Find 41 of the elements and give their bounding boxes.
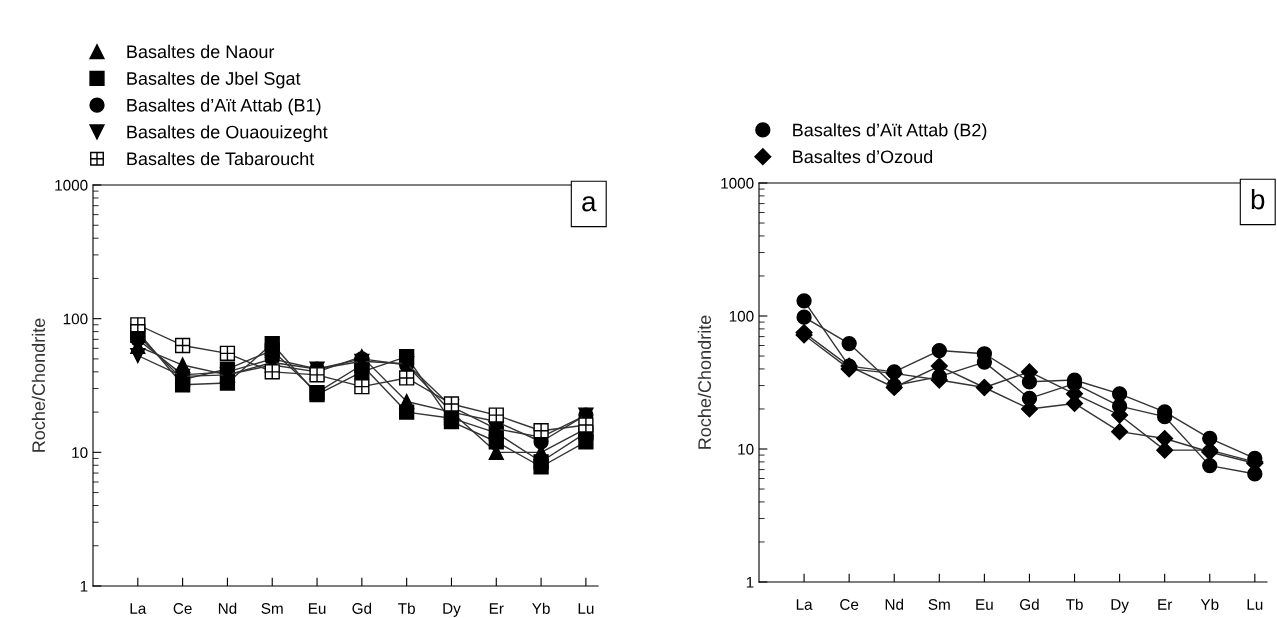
x-tick-label: Gd	[352, 602, 372, 614]
x-tick-label: Lu	[578, 603, 594, 614]
x-tick-label: La	[796, 599, 813, 610]
x-tick-label: Nd	[885, 598, 904, 610]
x-tick-label: Dy	[1111, 599, 1129, 613]
legend-label: Basaltes de Naour	[127, 44, 275, 59]
x-tick-label: Er	[1158, 599, 1173, 610]
x-tick-label: Gd	[1020, 598, 1039, 610]
y-tick-label: 1	[746, 577, 754, 588]
y-tick-label: 1000	[55, 179, 88, 191]
legend-label: Basaltes de Ouaouizeght	[127, 125, 328, 142]
x-tick-label: Eu	[976, 599, 993, 610]
x-tick-label: Ce	[173, 603, 192, 614]
legend-label: Basaltes d’Ozoud	[793, 149, 933, 164]
y-axis-title: Roche/Chondrite	[31, 318, 46, 452]
legend-label: Basaltes de Jbel Sgat	[127, 71, 301, 89]
x-tick-label: Sm	[261, 603, 283, 614]
x-tick-label: Er	[489, 603, 504, 614]
x-tick-label: Tb	[1065, 598, 1083, 610]
y-tick-label: 100	[729, 310, 754, 322]
legend-label: Basaltes d’Aït Attab (B2)	[793, 123, 987, 140]
x-tick-label: La	[130, 603, 147, 614]
x-tick-label: Sm	[928, 599, 950, 610]
legend-label: Basaltes de Tabaroucht	[127, 151, 315, 166]
x-tick-label: Yb	[532, 602, 550, 614]
y-tick-label: 10	[738, 443, 754, 455]
y-tick-label: 1	[80, 581, 88, 592]
annotation: a	[582, 196, 597, 212]
x-tick-label: Ce	[840, 599, 859, 610]
y-tick-label: 1000	[721, 177, 754, 189]
x-tick-label: Dy	[443, 603, 461, 617]
x-tick-label: Yb	[1200, 598, 1219, 610]
x-tick-label: Eu	[308, 603, 326, 614]
x-tick-label: Nd	[218, 602, 237, 614]
annotation: b	[1251, 188, 1265, 210]
y-axis-title: Roche/Chondrite	[697, 315, 712, 449]
y-tick-label: 10	[72, 447, 88, 459]
x-tick-label: Lu	[1247, 599, 1263, 610]
x-tick-label: Tb	[398, 602, 415, 614]
legend-label: Basaltes d’Aït Attab (B1)	[127, 98, 321, 116]
y-tick-label: 100	[63, 313, 88, 325]
